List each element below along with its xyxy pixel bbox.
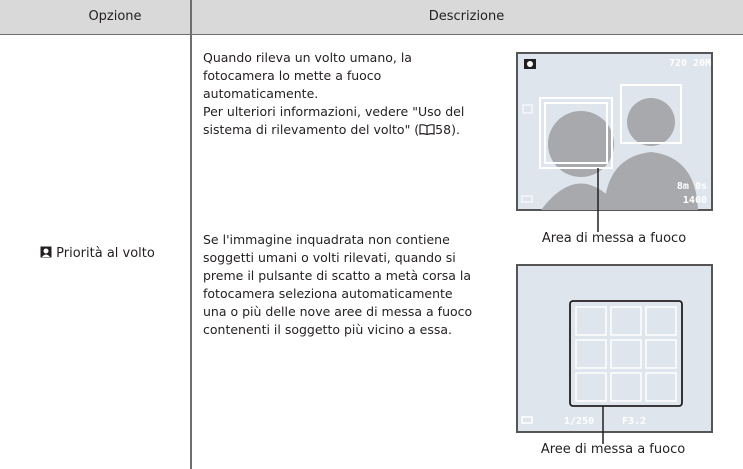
screen-text: 8m 0s [677, 181, 707, 192]
column-divider [190, 0, 192, 469]
text: 58). [435, 122, 460, 137]
line: automaticamente. [203, 86, 319, 101]
figure-caption: Aree di messa a fuoco [540, 442, 686, 457]
header-cell: Descrizione [428, 9, 505, 24]
line: una o più delle nove aree di messa a fuo… [203, 304, 473, 319]
line: preme il pulsante di scatto a metà corsa… [203, 268, 472, 283]
face-icon [40, 246, 52, 258]
line: Per ulteriori informazioni, vedere "Uso … [203, 104, 465, 119]
screen-text: 1400 [683, 195, 707, 206]
line: Quando rileva un volto umano, la [203, 50, 412, 65]
line: Se l'immagine inquadrata non contiene [203, 232, 450, 247]
screen-text: 20M [693, 58, 711, 69]
description-paragraph: Quando rileva un volto umano, la fotocam… [203, 49, 464, 139]
description-paragraph: Se l'immagine inquadrata non contiene so… [203, 231, 472, 339]
option-label: Priorità al volto [56, 246, 155, 261]
line: contenenti il soggetto più vicino a essa… [203, 322, 453, 337]
screen-text: F3.2 [622, 416, 646, 427]
camera-screen: 1/250 F3.2 [516, 264, 713, 444]
header-band [0, 0, 743, 34]
line: soggetti umani o volti rilevati, quando … [203, 250, 456, 265]
line: fotocamera seleziona automaticamente [203, 286, 453, 301]
figure-caption: Area di messa a fuoco [541, 231, 687, 246]
book-icon [419, 124, 435, 136]
line: sistema di rilevamento del volto" ( 58). [203, 121, 464, 139]
screen-text: 1/250 [564, 416, 594, 427]
screen-text: 720 [669, 58, 687, 69]
line: fotocamera lo mette a fuoco [203, 68, 382, 83]
option-cell: Priorità al volto [40, 246, 155, 261]
text: sistema di rilevamento del volto" ( [203, 122, 420, 137]
row-divider [0, 34, 743, 35]
header-cell: Opzione [88, 9, 142, 24]
camera-screen: 720 20M 8m 0s 1400 [516, 52, 713, 232]
